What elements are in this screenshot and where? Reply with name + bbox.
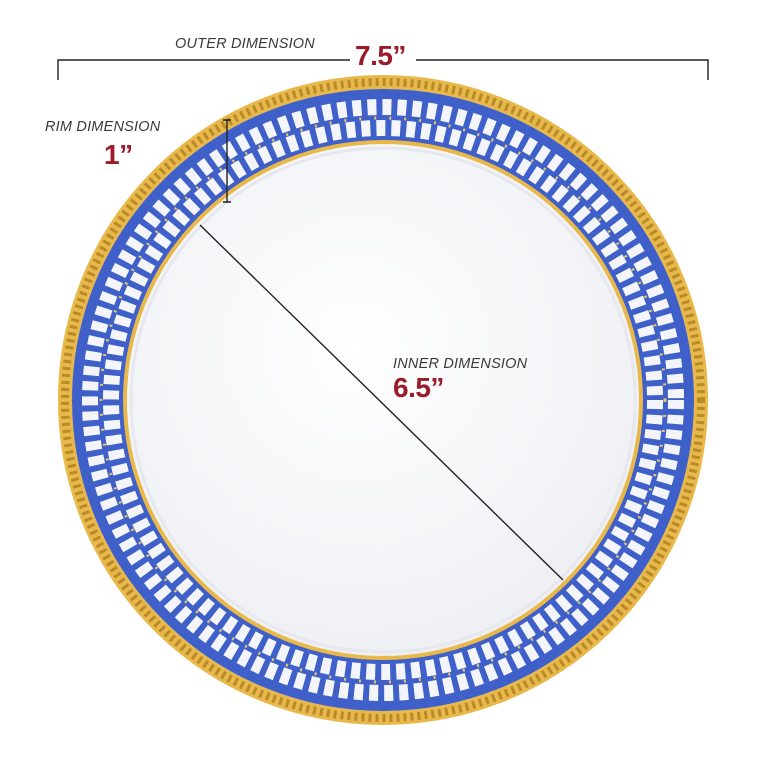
- inner-dimension-line: [199, 224, 564, 581]
- dimension-lines: [57, 59, 709, 581]
- outer-dimension-label: OUTER DIMENSION: [175, 36, 315, 52]
- oval-pattern-inner: [103, 120, 663, 680]
- inner-dimension-label: INNER DIMENSION: [393, 356, 528, 372]
- inner-well-shadow: [129, 146, 637, 654]
- oval-pattern-outer: [82, 99, 684, 701]
- inner-dimension-value: 6.5”: [393, 372, 444, 403]
- inner-well: [123, 140, 643, 660]
- plate: [58, 75, 708, 725]
- outer-dimension-bracket: [57, 59, 709, 80]
- rim-dimension-label: RIM DIMENSION: [45, 119, 161, 135]
- rim-dimension-line: [223, 119, 231, 203]
- outer-dimension-value: 7.5”: [355, 40, 406, 71]
- gold-dots: [99, 116, 667, 684]
- gold-leaf-pattern: [61, 78, 705, 722]
- rim-dimension-value: 1”: [104, 139, 133, 170]
